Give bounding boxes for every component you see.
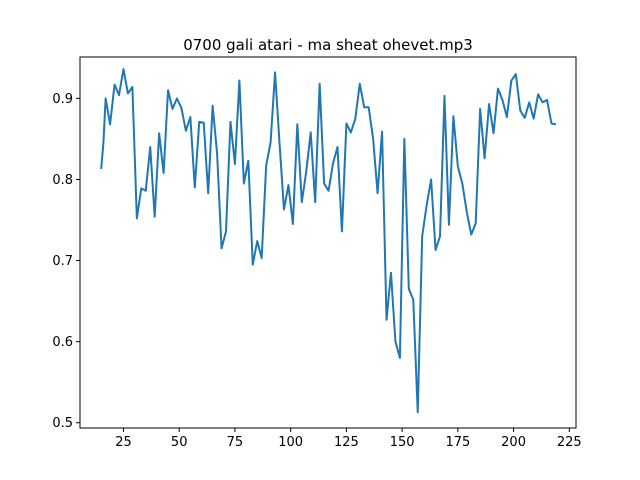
x-axis: 25 50 75 100 125 150 175 200 225 [115,428,582,450]
y-tick-label: 0.6 [52,335,73,350]
x-tick-label: 150 [390,435,415,450]
x-tick-label: 25 [115,435,132,450]
x-tick-label: 50 [171,435,188,450]
x-tick-label: 100 [278,435,303,450]
x-tick-label: 175 [445,435,470,450]
chart-title: 0700 gali atari - ma sheat ohevet.mp3 [183,36,473,54]
y-tick-label: 0.9 [52,92,73,107]
series-line-1 [100,68,557,414]
x-tick-label: 225 [557,435,582,450]
x-tick-label: 200 [501,435,526,450]
x-tick-label: 125 [334,435,359,450]
plot-area [100,68,557,414]
y-tick-label: 0.7 [52,254,73,269]
x-tick-label: 75 [227,435,244,450]
y-axis: 0.5 0.6 0.7 0.8 0.9 [52,92,80,431]
y-tick-label: 0.5 [52,416,73,431]
plot-frame [79,56,577,429]
y-tick-label: 0.8 [52,173,73,188]
